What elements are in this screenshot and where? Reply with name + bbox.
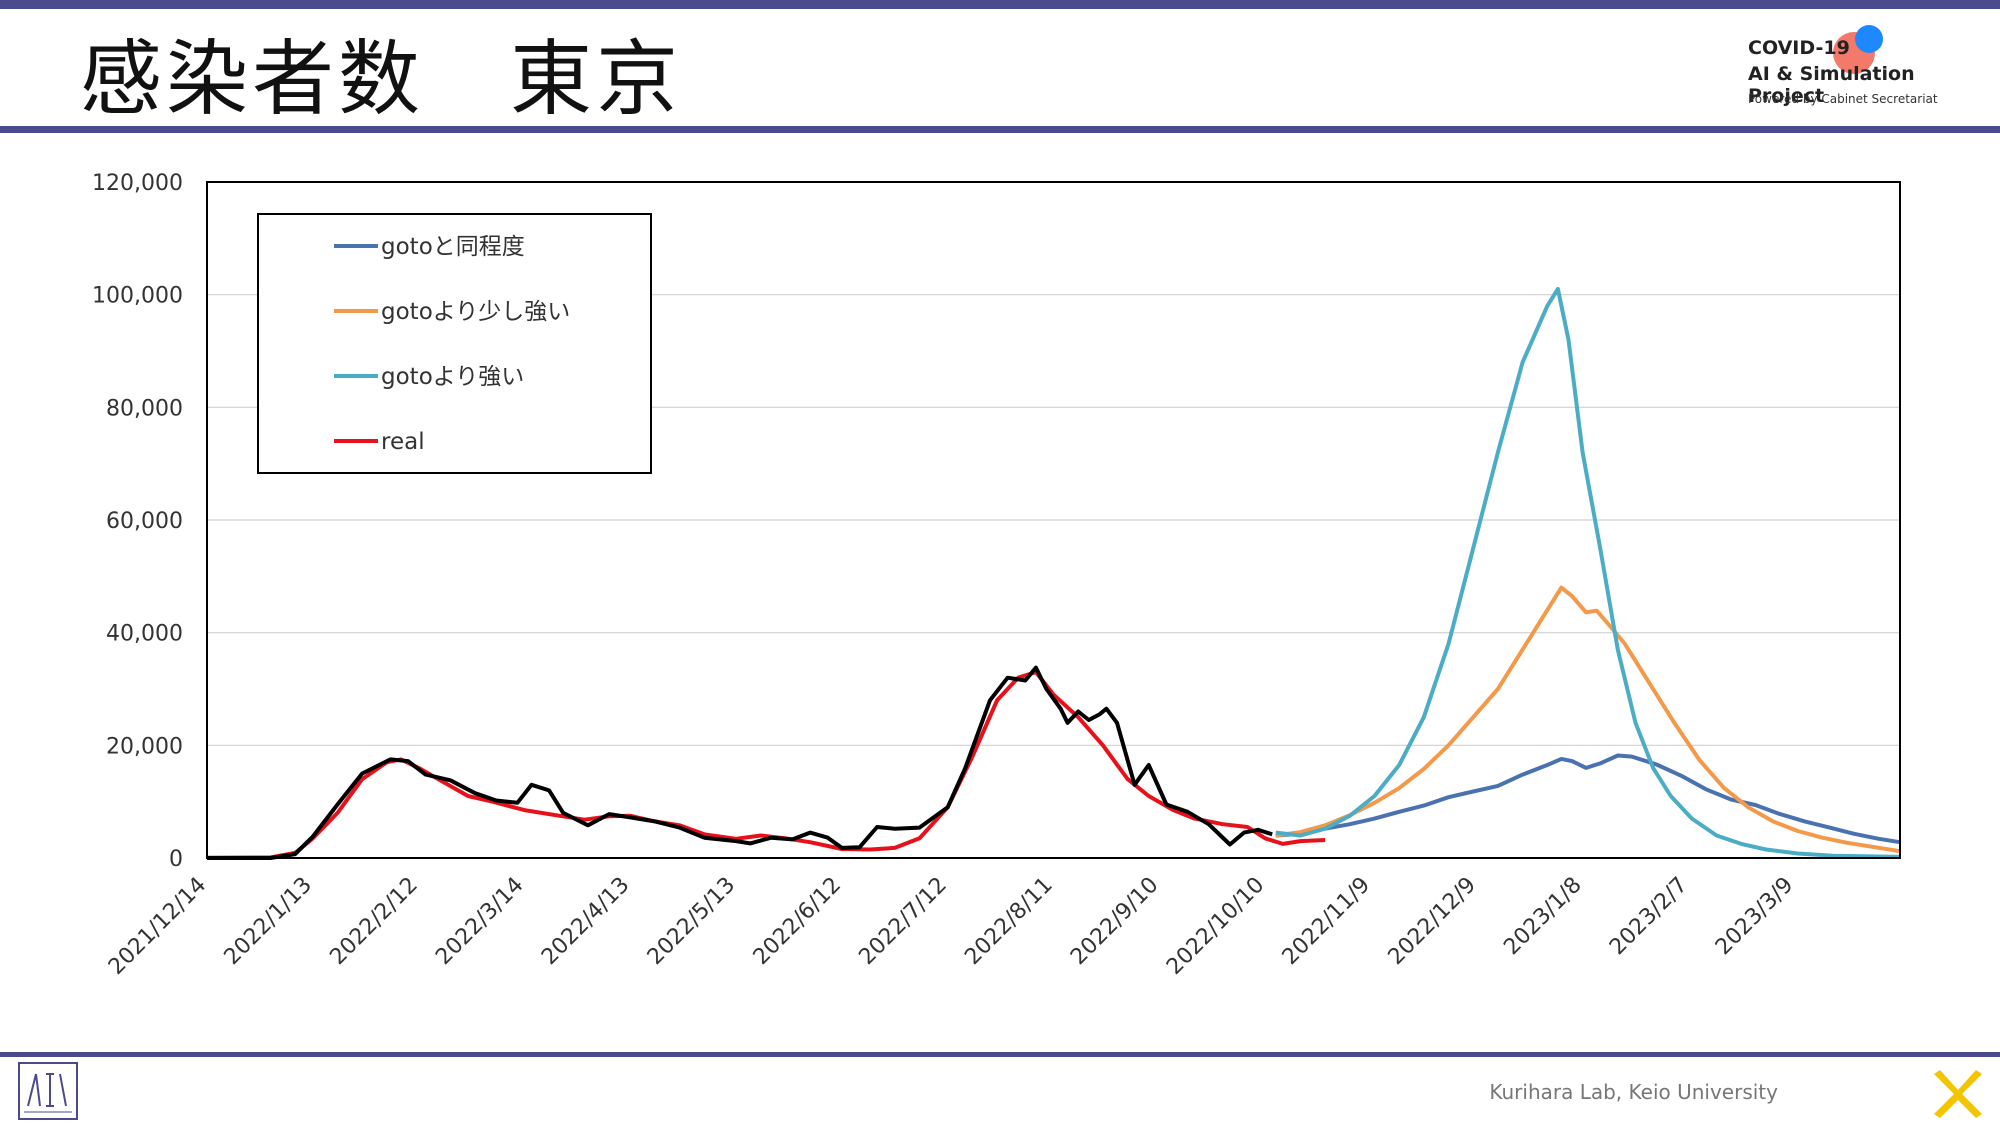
x-tick-label: 2022/10/10: [1162, 873, 1269, 980]
series-line-2: [1275, 287, 1901, 859]
logo-line-3: Powered by Cabinet Secretariat: [1748, 92, 1938, 106]
header-divider: [0, 126, 2000, 133]
y-tick-label: 60,000: [106, 509, 183, 534]
x-tick-label: 2022/1/13: [220, 873, 317, 970]
x-tick-label: 2022/7/12: [854, 873, 951, 970]
x-tick-label: 2022/12/9: [1384, 873, 1481, 970]
x-tick-label: 2022/5/13: [643, 873, 740, 970]
legend: gotoと同程度 gotoより少し強い gotoより強い real: [257, 213, 652, 474]
x-tick-label: 2021/12/14: [104, 873, 211, 980]
x-tick-label: 2022/4/13: [537, 873, 634, 970]
chart-area: 0 20,000 40,000 60,000 80,000 100,000 120,000 …: [0, 140, 2000, 1040]
legend-label: gotoと同程度: [381, 234, 525, 260]
infection-chart: 020,00040,00060,00080,000100,000120,000 …: [92, 171, 1901, 980]
y-tick-label: 80,000: [106, 396, 183, 421]
keio-pen-logo-icon: [1930, 1068, 1986, 1120]
x-tick-label: 2022/2/12: [325, 873, 422, 970]
series-line-3: [206, 670, 1326, 860]
footer-divider: [0, 1052, 2000, 1057]
x-tick-label: 2023/3/9: [1711, 873, 1799, 961]
x-tick-label: 2023/1/8: [1499, 873, 1587, 961]
legend-label: gotoより強い: [381, 364, 524, 390]
x-tick-label: 2022/9/10: [1066, 873, 1163, 970]
plot-frame: [206, 181, 1901, 859]
y-tick-label: 100,000: [92, 284, 183, 309]
x-tick-label: 2022/11/9: [1278, 873, 1375, 970]
y-tick-label: 20,000: [106, 734, 183, 759]
series-line-4: [207, 665, 1273, 860]
x-tick-label: 2022/8/11: [960, 873, 1057, 970]
x-tick-label: 2022/3/14: [431, 873, 528, 970]
slide-title: 感染者数 東京: [80, 32, 683, 127]
logo-line-2: AI & Simulation Project: [1748, 63, 1915, 107]
series-line-0: [1275, 753, 1901, 845]
covid19-ai-project-logo: COVID-19 AI & Simulation Project Powered…: [1745, 22, 1985, 122]
legend-label: gotoより少し強い: [381, 299, 570, 325]
y-tick-label: 120,000: [92, 171, 183, 196]
x-tick-label: 2023/2/7: [1605, 873, 1693, 961]
legend-box: [257, 213, 652, 474]
x-tick-label: 2022/6/12: [749, 873, 846, 970]
footer-credit: Kurihara Lab, Keio University: [1489, 1080, 1778, 1104]
y-tick-label: 0: [169, 847, 183, 872]
logo-line-1: COVID-19: [1748, 37, 1850, 59]
top-accent-bar: [0, 0, 2000, 9]
y-tick-label: 40,000: [106, 622, 183, 647]
legend-label: real: [381, 429, 425, 455]
logo-blue-dot-icon: [1855, 25, 1883, 53]
lab-logo-icon: [18, 1062, 78, 1120]
series-line-1: [1275, 585, 1901, 854]
